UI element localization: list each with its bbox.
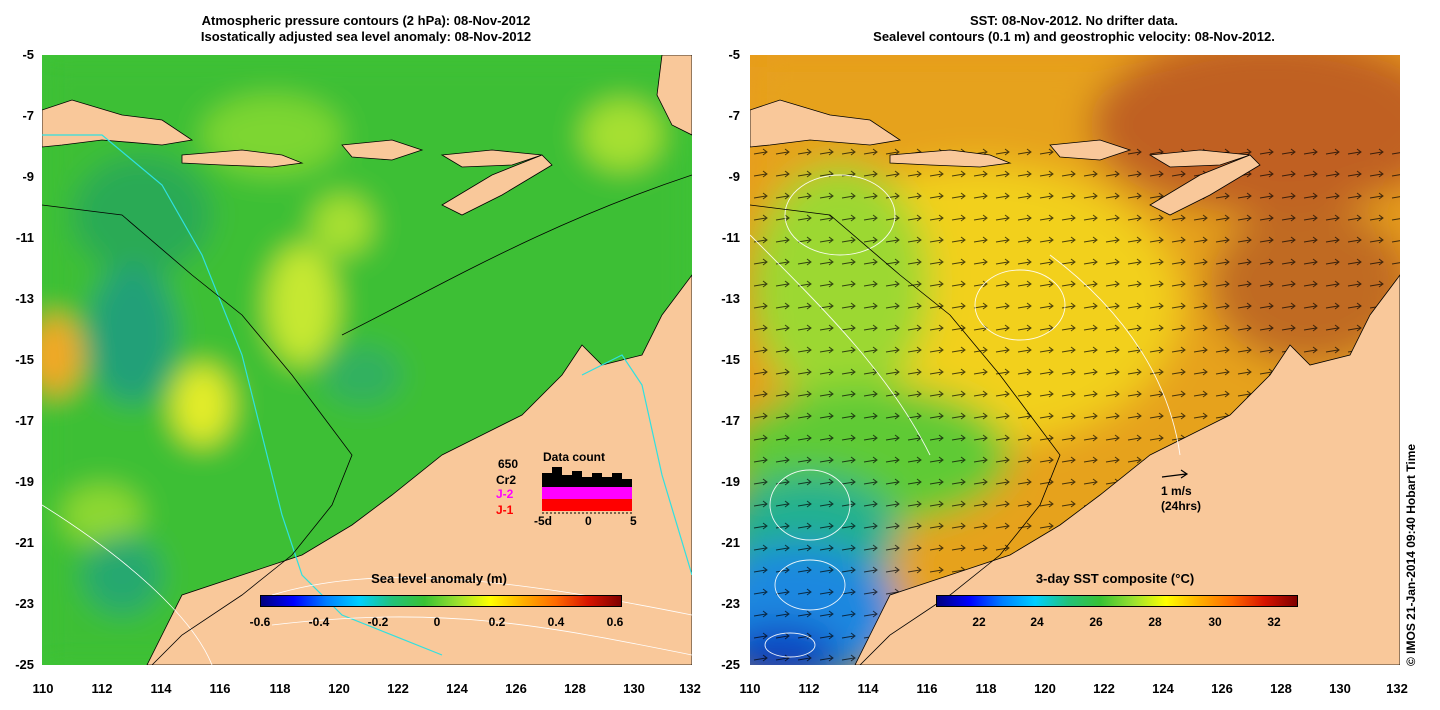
velocity-scale-sublabel: (24hrs) xyxy=(1161,499,1202,513)
data-count-sat1: Cr2 xyxy=(496,473,517,487)
velocity-scale-arrow xyxy=(1161,469,1189,479)
right-cbar-label-0: 22 xyxy=(972,615,986,629)
data-count-axis-label-1: 0 xyxy=(585,514,592,528)
left-x-tick: 118 xyxy=(269,681,291,696)
right-y-tick: -5 xyxy=(728,47,740,62)
left-title-line1: Atmospheric pressure contours (2 hPa): 0… xyxy=(201,13,531,28)
data-count-title: Data count xyxy=(543,450,606,464)
left-x-tick: 114 xyxy=(150,681,172,696)
right-x-tick: 118 xyxy=(975,681,997,696)
right-title-line1: SST: 08-Nov-2012. No drifter data. xyxy=(969,13,1179,28)
right-title-line2: Sealevel contours (0.1 m) and geostrophi… xyxy=(873,29,1275,44)
left-y-tick: -25 xyxy=(15,657,34,672)
left-map-panel xyxy=(42,55,692,665)
data-count-axis-label-2: 5 xyxy=(630,514,637,528)
left-x-tick: 112 xyxy=(91,681,113,696)
right-y-tick: -13 xyxy=(721,291,740,306)
left-y-tick: -15 xyxy=(15,352,34,367)
left-x-tick: 110 xyxy=(32,681,54,696)
right-map-title: SST: 08-Nov-2012. No drifter data. Seale… xyxy=(748,13,1400,45)
right-x-tick: 122 xyxy=(1093,681,1115,696)
left-x-tick: 128 xyxy=(564,681,586,696)
left-colorbar-title: Sea level anomaly (m) xyxy=(371,571,507,586)
data-count-total: 650 xyxy=(498,457,519,471)
left-cbar-label-4: 0.2 xyxy=(488,615,506,629)
right-colorbar xyxy=(936,595,1298,607)
left-cbar-label-6: 0.6 xyxy=(606,615,624,629)
left-colorbar xyxy=(260,595,622,607)
right-x-tick: 126 xyxy=(1211,681,1233,696)
left-land xyxy=(42,55,692,665)
left-cbar-label-5: 0.4 xyxy=(547,615,565,629)
right-cbar-label-5: 32 xyxy=(1267,615,1281,629)
left-cbar-label-2: -0.2 xyxy=(367,615,389,629)
left-y-tick: -19 xyxy=(15,474,34,489)
left-x-tick: 130 xyxy=(623,681,645,696)
left-cbar-label-0: -0.6 xyxy=(249,615,271,629)
left-cbar-label-1: -0.4 xyxy=(308,615,330,629)
left-map-canvas xyxy=(42,55,692,665)
sealevel-contours xyxy=(750,174,1181,658)
right-cbar-label-2: 26 xyxy=(1089,615,1103,629)
right-y-tick: -19 xyxy=(721,474,740,489)
left-x-tick: 124 xyxy=(446,681,468,696)
right-x-tick: 112 xyxy=(798,681,820,696)
right-colorbar-title: 3-day SST composite (°C) xyxy=(1035,571,1195,586)
right-cbar-label-4: 30 xyxy=(1208,615,1222,629)
left-y-tick: -21 xyxy=(15,535,34,550)
data-count-sat3: J-1 xyxy=(496,503,514,517)
left-x-tick: 120 xyxy=(328,681,350,696)
left-y-tick: -7 xyxy=(22,108,34,123)
right-y-tick: -17 xyxy=(721,413,740,428)
left-x-tick: 116 xyxy=(209,681,231,696)
left-y-tick: -5 xyxy=(22,47,34,62)
right-x-tick: 116 xyxy=(916,681,938,696)
left-map-title: Atmospheric pressure contours (2 hPa): 0… xyxy=(40,13,692,45)
left-y-tick: -17 xyxy=(15,413,34,428)
left-y-tick: -9 xyxy=(22,169,34,184)
left-x-tick: 122 xyxy=(387,681,409,696)
left-x-tick: 126 xyxy=(505,681,527,696)
right-y-tick: -25 xyxy=(721,657,740,672)
right-x-tick: 130 xyxy=(1329,681,1351,696)
right-x-tick: 114 xyxy=(857,681,879,696)
left-y-tick: -23 xyxy=(15,596,34,611)
velocity-scale-label: 1 m/s xyxy=(1161,484,1192,498)
right-map-canvas xyxy=(750,55,1400,665)
right-map-panel xyxy=(750,55,1400,665)
right-y-tick: -23 xyxy=(721,596,740,611)
right-y-tick: -7 xyxy=(728,108,740,123)
right-x-tick: 120 xyxy=(1034,681,1056,696)
right-y-tick: -15 xyxy=(721,352,740,367)
data-count-stack xyxy=(542,467,632,511)
right-x-tick: 110 xyxy=(739,681,761,696)
left-cbar-label-3: 0 xyxy=(433,615,441,629)
right-x-tick: 128 xyxy=(1270,681,1292,696)
right-x-tick: 124 xyxy=(1152,681,1174,696)
right-x-tick: 132 xyxy=(1386,681,1408,696)
imos-credit: © IMOS 21-Jan-2014 09:40 Hobart Time xyxy=(1404,443,1418,666)
data-count-bars xyxy=(542,467,632,514)
right-y-tick: -21 xyxy=(721,535,740,550)
right-y-tick: -9 xyxy=(728,169,740,184)
right-cbar-label-3: 28 xyxy=(1148,615,1162,629)
right-y-tick: -11 xyxy=(721,230,740,245)
left-x-tick: 132 xyxy=(679,681,701,696)
left-y-tick: -13 xyxy=(15,291,34,306)
left-y-tick: -11 xyxy=(15,230,34,245)
left-title-line2: Isostatically adjusted sea level anomaly… xyxy=(200,29,532,44)
data-count-sat2: J-2 xyxy=(496,487,514,501)
right-cbar-label-1: 24 xyxy=(1030,615,1044,629)
data-count-axis-label-0: -5d xyxy=(534,514,552,528)
right-land xyxy=(750,99,1400,665)
